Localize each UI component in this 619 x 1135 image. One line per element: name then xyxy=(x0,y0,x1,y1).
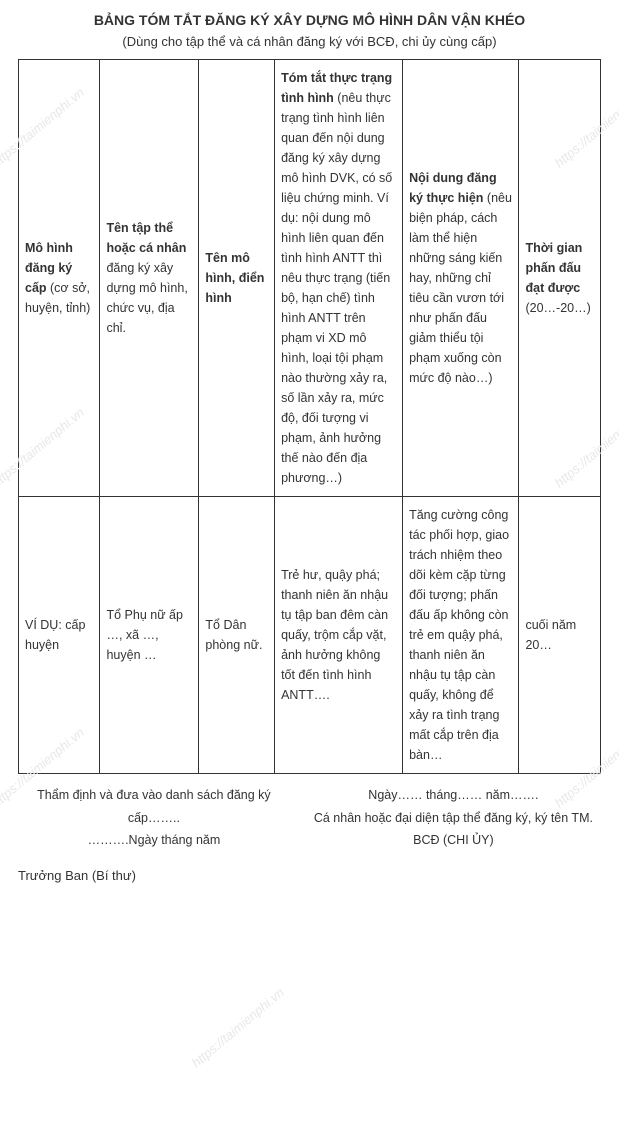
footer-right-line1: Ngày…… tháng…… năm……. xyxy=(306,784,601,807)
header-rest: đăng ký xây dựng mô hình, chức vụ, địa c… xyxy=(106,261,187,335)
header-bold: Thời gian phấn đấu đạt được xyxy=(525,238,594,298)
header-bold: Tên mô hình, điển hình xyxy=(205,251,264,305)
table-header-row: Mô hình đăng ký cấp (cơ sở, huyện, tỉnh)… xyxy=(19,60,601,497)
header-rest: (20…-20…) xyxy=(525,298,594,318)
header-cell-3: Tên mô hình, điển hình xyxy=(199,60,275,497)
footer-right: Ngày…… tháng…… năm……. Cá nhân hoặc đại d… xyxy=(298,784,601,852)
data-cell-3: Tổ Dân phòng nữ. xyxy=(199,497,275,774)
footer: Thẩm định và đưa vào danh sách đăng ký c… xyxy=(18,784,601,852)
main-table: Mô hình đăng ký cấp (cơ sở, huyện, tỉnh)… xyxy=(18,59,601,774)
header-cell-1: Mô hình đăng ký cấp (cơ sở, huyện, tỉnh) xyxy=(19,60,100,497)
data-cell-1: VÍ DỤ: cấp huyện xyxy=(19,497,100,774)
data-cell-5: Tăng cường công tác phối hợp, giao trách… xyxy=(403,497,519,774)
header-bold: Tên tập thể hoặc cá nhân xyxy=(106,221,186,255)
table-data-row: VÍ DỤ: cấp huyện Tổ Phụ nữ ấp …, xã …, h… xyxy=(19,497,601,774)
footer-right-line2: Cá nhân hoặc đại diện tập thể đăng ký, k… xyxy=(306,807,601,852)
footer-left-line1: Thẩm định và đưa vào danh sách đăng ký c… xyxy=(18,784,290,829)
data-cell-6: cuối năm 20… xyxy=(519,497,601,774)
footer-left-line2: ……….Ngày tháng năm xyxy=(18,829,290,852)
data-cell-2: Tổ Phụ nữ ấp …, xã …, huyện … xyxy=(100,497,199,774)
footer-left: Thẩm định và đưa vào danh sách đăng ký c… xyxy=(18,784,298,852)
signature-line: Trưởng Ban (Bí thư) xyxy=(18,868,601,883)
header-rest: (nêu thực trạng tình hình liên quan đến … xyxy=(281,91,392,485)
header-cell-4: Tóm tắt thực trạng tình hình (nêu thực t… xyxy=(275,60,403,497)
watermark: https://taimienphi.vn xyxy=(189,985,287,1071)
header-cell-5: Nội dung đăng ký thực hiện (nêu biện phá… xyxy=(403,60,519,497)
header-cell-6: Thời gian phấn đấu đạt được (20…-20…) xyxy=(519,60,601,497)
header-rest: (nêu biện pháp, cách làm thể hiện những … xyxy=(409,191,512,385)
document-title: BẢNG TÓM TẮT ĐĂNG KÝ XÂY DỰNG MÔ HÌNH DÂ… xyxy=(18,12,601,28)
data-cell-4: Trẻ hư, quậy phá; thanh niên ăn nhậu tụ … xyxy=(275,497,403,774)
header-cell-2: Tên tập thể hoặc cá nhân đăng ký xây dựn… xyxy=(100,60,199,497)
document-subtitle: (Dùng cho tập thể và cá nhân đăng ký với… xyxy=(18,34,601,49)
